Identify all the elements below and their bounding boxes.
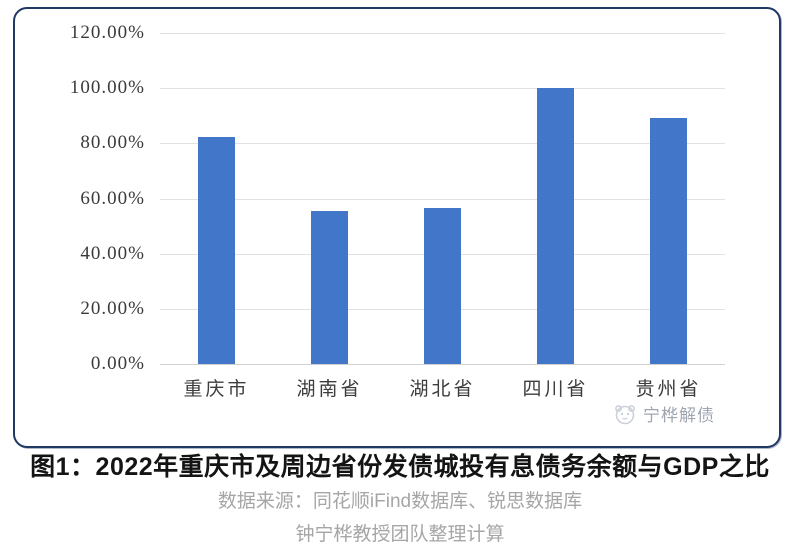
- bar-湖北省: [424, 207, 461, 364]
- bar-重庆市: [198, 137, 235, 364]
- gridline: [160, 198, 725, 200]
- bar-四川省: [537, 87, 574, 364]
- y-tick-label: 100.00%: [69, 77, 145, 99]
- figure-caption-title: 图1：2022年重庆市及周边省份发债城投有息债务余额与GDP之比: [30, 453, 770, 481]
- panda-logo-icon: [613, 402, 637, 426]
- y-tick-label: 40.00%: [80, 242, 145, 264]
- watermark: 宁桦解债: [613, 401, 715, 426]
- y-tick-label: 60.00%: [80, 187, 145, 209]
- bar-贵州省: [650, 117, 687, 364]
- chart-container: 0.00% 20.00% 40.00% 60.00% 80.00% 100.00% 120.…: [13, 7, 781, 448]
- gridline: [160, 88, 725, 90]
- x-category-label: 湖北省: [409, 379, 476, 400]
- bar-湖南省: [311, 210, 348, 364]
- gridline: [160, 143, 725, 145]
- gridline: [160, 33, 725, 34]
- x-category-label: 四川省: [522, 379, 589, 400]
- y-tick-label: 80.00%: [80, 132, 145, 154]
- data-source-line: 数据来源：同花顺iFind数据库、锐思数据库: [217, 491, 583, 512]
- x-axis-line: [160, 364, 725, 365]
- credit-line: 钟宁桦教授团队整理计算: [295, 524, 505, 545]
- y-tick-label: 0.00%: [90, 353, 145, 374]
- x-category-label: 重庆市: [183, 379, 250, 400]
- y-tick-label: 120.00%: [69, 22, 145, 43]
- bar-chart-plot: 0.00% 20.00% 40.00% 60.00% 80.00% 100.00% 120.…: [15, 9, 779, 446]
- x-category-label: 贵州省: [635, 379, 702, 400]
- x-category-label: 湖南省: [296, 379, 363, 400]
- y-tick-label: 20.00%: [80, 297, 145, 319]
- watermark-text: 宁桦解债: [643, 406, 715, 425]
